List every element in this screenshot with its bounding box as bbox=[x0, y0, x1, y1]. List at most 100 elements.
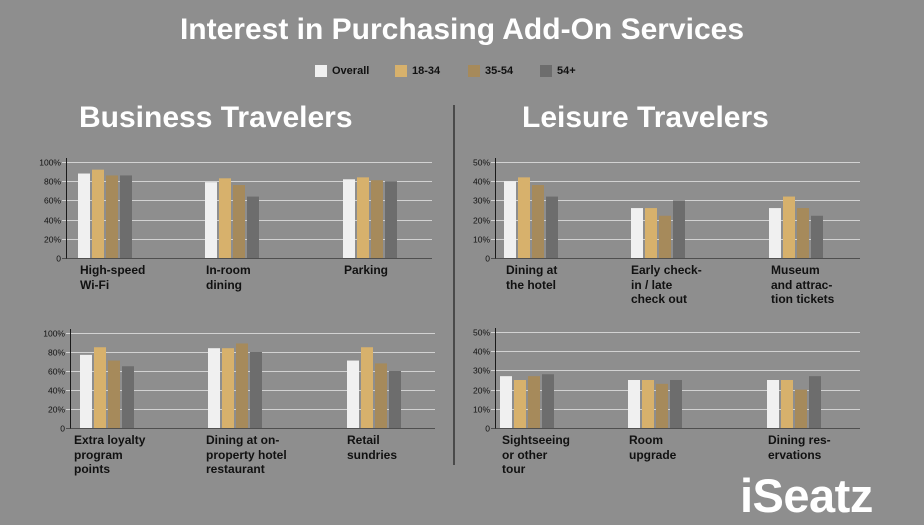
category-label: Room upgrade bbox=[629, 433, 677, 462]
page-title: Interest in Purchasing Add-On Services bbox=[179, 13, 745, 46]
chart-plot: 0 20% 40% 60% 80% 100% bbox=[43, 329, 435, 434]
chart-plot-group: 0 20% 40% 60% 80% 100% bbox=[39, 158, 432, 264]
iseatz-logo: iSeatz bbox=[740, 469, 873, 522]
bar bbox=[222, 348, 234, 428]
y-tick-label: 10% bbox=[473, 235, 490, 245]
legend-item-18-34: 18-34 bbox=[395, 65, 440, 77]
bar bbox=[673, 200, 685, 258]
category-label: Retail sundries bbox=[347, 433, 398, 462]
legend-swatch bbox=[468, 65, 480, 77]
bar bbox=[767, 380, 779, 428]
category-label: Dining at on- property hotel restaurant bbox=[206, 433, 287, 476]
y-tick-label: 10% bbox=[473, 405, 490, 415]
y-tick-label: 20% bbox=[44, 235, 61, 245]
chart-plot: 0 20% 40% 60% 80% 100% bbox=[39, 158, 432, 264]
bar bbox=[528, 376, 540, 428]
bar bbox=[797, 208, 809, 258]
y-tick-label: 80% bbox=[48, 348, 65, 358]
bar bbox=[219, 178, 231, 258]
bar bbox=[120, 175, 132, 258]
chart-plot: 0 10% 20% 30% 40% 50% bbox=[473, 328, 860, 434]
category-label: Early check- in / late check out bbox=[631, 263, 702, 306]
bar bbox=[80, 354, 92, 428]
category-label: Museum and attrac- tion tickets bbox=[771, 263, 835, 306]
y-tick-label: 50% bbox=[473, 158, 490, 168]
y-tick-label: 0 bbox=[485, 254, 490, 264]
category-label: Parking bbox=[344, 263, 389, 277]
bar bbox=[343, 179, 355, 258]
bar bbox=[504, 181, 516, 258]
chart-plot-group: 0 10% 20% 30% 40% 50% bbox=[473, 328, 860, 434]
bar bbox=[236, 343, 248, 428]
bar bbox=[628, 380, 640, 428]
legend-label: 18-34 bbox=[412, 65, 441, 77]
section-heading-leisure: Leisure Travelers bbox=[522, 101, 769, 134]
y-tick-label: 20% bbox=[473, 386, 490, 396]
legend-item-35-54: 35-54 bbox=[468, 65, 513, 77]
bar bbox=[122, 366, 134, 428]
y-tick-label: 100% bbox=[43, 329, 65, 339]
bar bbox=[769, 208, 781, 258]
bar bbox=[809, 376, 821, 428]
y-tick-label: 60% bbox=[48, 367, 65, 377]
bar bbox=[546, 196, 558, 258]
category-label: Extra loyalty program points bbox=[74, 433, 146, 476]
section-heading-business: Business Travelers bbox=[79, 101, 353, 134]
bar bbox=[205, 182, 217, 258]
y-tick-label: 80% bbox=[44, 177, 61, 187]
bar bbox=[250, 352, 262, 428]
bar bbox=[518, 177, 530, 258]
chart-business-bottom: 0 20% 40% 60% 80% 100% Extra loyalty program p… bbox=[32, 322, 440, 482]
section-divider bbox=[453, 105, 455, 465]
bar bbox=[247, 196, 259, 258]
bar bbox=[108, 360, 120, 428]
chart-leisure-bottom: 0 10% 20% 30% 40% 50% Sightseeing or other tou… bbox=[458, 322, 868, 482]
chart-plot-group: 0 10% 20% 30% 40% 50% bbox=[473, 158, 860, 264]
bar bbox=[656, 383, 668, 428]
bar bbox=[357, 177, 369, 258]
legend-swatch bbox=[395, 65, 407, 77]
y-tick-label: 40% bbox=[473, 177, 490, 187]
bar bbox=[781, 380, 793, 428]
bar bbox=[208, 348, 220, 428]
category-label: In-room dining bbox=[206, 263, 251, 292]
y-tick-label: 0 bbox=[56, 254, 61, 264]
chart-leisure-top: 0 10% 20% 30% 40% 50% Dining at the hotel Early… bbox=[458, 150, 868, 310]
bar bbox=[783, 196, 795, 258]
bar bbox=[375, 363, 387, 428]
bar bbox=[659, 215, 671, 258]
bar bbox=[811, 215, 823, 258]
bar bbox=[532, 185, 544, 258]
bar bbox=[94, 347, 106, 428]
bar bbox=[233, 185, 245, 258]
category-label: Dining at the hotel bbox=[506, 263, 558, 292]
category-label: Sightseeing or other tour bbox=[502, 433, 571, 476]
bar bbox=[385, 181, 397, 258]
bar bbox=[514, 380, 526, 428]
bar bbox=[670, 380, 682, 428]
chart-plot-group: 0 20% 40% 60% 80% 100% bbox=[43, 329, 435, 434]
chart-plot: 0 10% 20% 30% 40% 50% bbox=[473, 158, 860, 264]
y-tick-label: 40% bbox=[48, 386, 65, 396]
legend-label: 54+ bbox=[557, 65, 576, 77]
bar bbox=[371, 180, 383, 258]
y-tick-label: 0 bbox=[60, 424, 65, 434]
y-tick-label: 30% bbox=[473, 196, 490, 206]
legend-label: Overall bbox=[332, 65, 370, 77]
bar bbox=[361, 347, 373, 428]
bar bbox=[542, 374, 554, 428]
y-tick-label: 60% bbox=[44, 196, 61, 206]
y-tick-label: 20% bbox=[473, 216, 490, 226]
bar bbox=[389, 371, 401, 428]
legend-item-overall: Overall bbox=[315, 65, 369, 77]
bar bbox=[631, 208, 643, 258]
bar bbox=[78, 173, 90, 258]
legend-swatch bbox=[540, 65, 552, 77]
legend-item-54-plus: 54+ bbox=[540, 65, 576, 77]
y-tick-label: 100% bbox=[39, 158, 61, 168]
y-tick-label: 40% bbox=[473, 347, 490, 357]
bar bbox=[347, 360, 359, 428]
y-tick-label: 20% bbox=[48, 405, 65, 415]
legend-label: 35-54 bbox=[485, 65, 514, 77]
y-tick-label: 50% bbox=[473, 328, 490, 338]
